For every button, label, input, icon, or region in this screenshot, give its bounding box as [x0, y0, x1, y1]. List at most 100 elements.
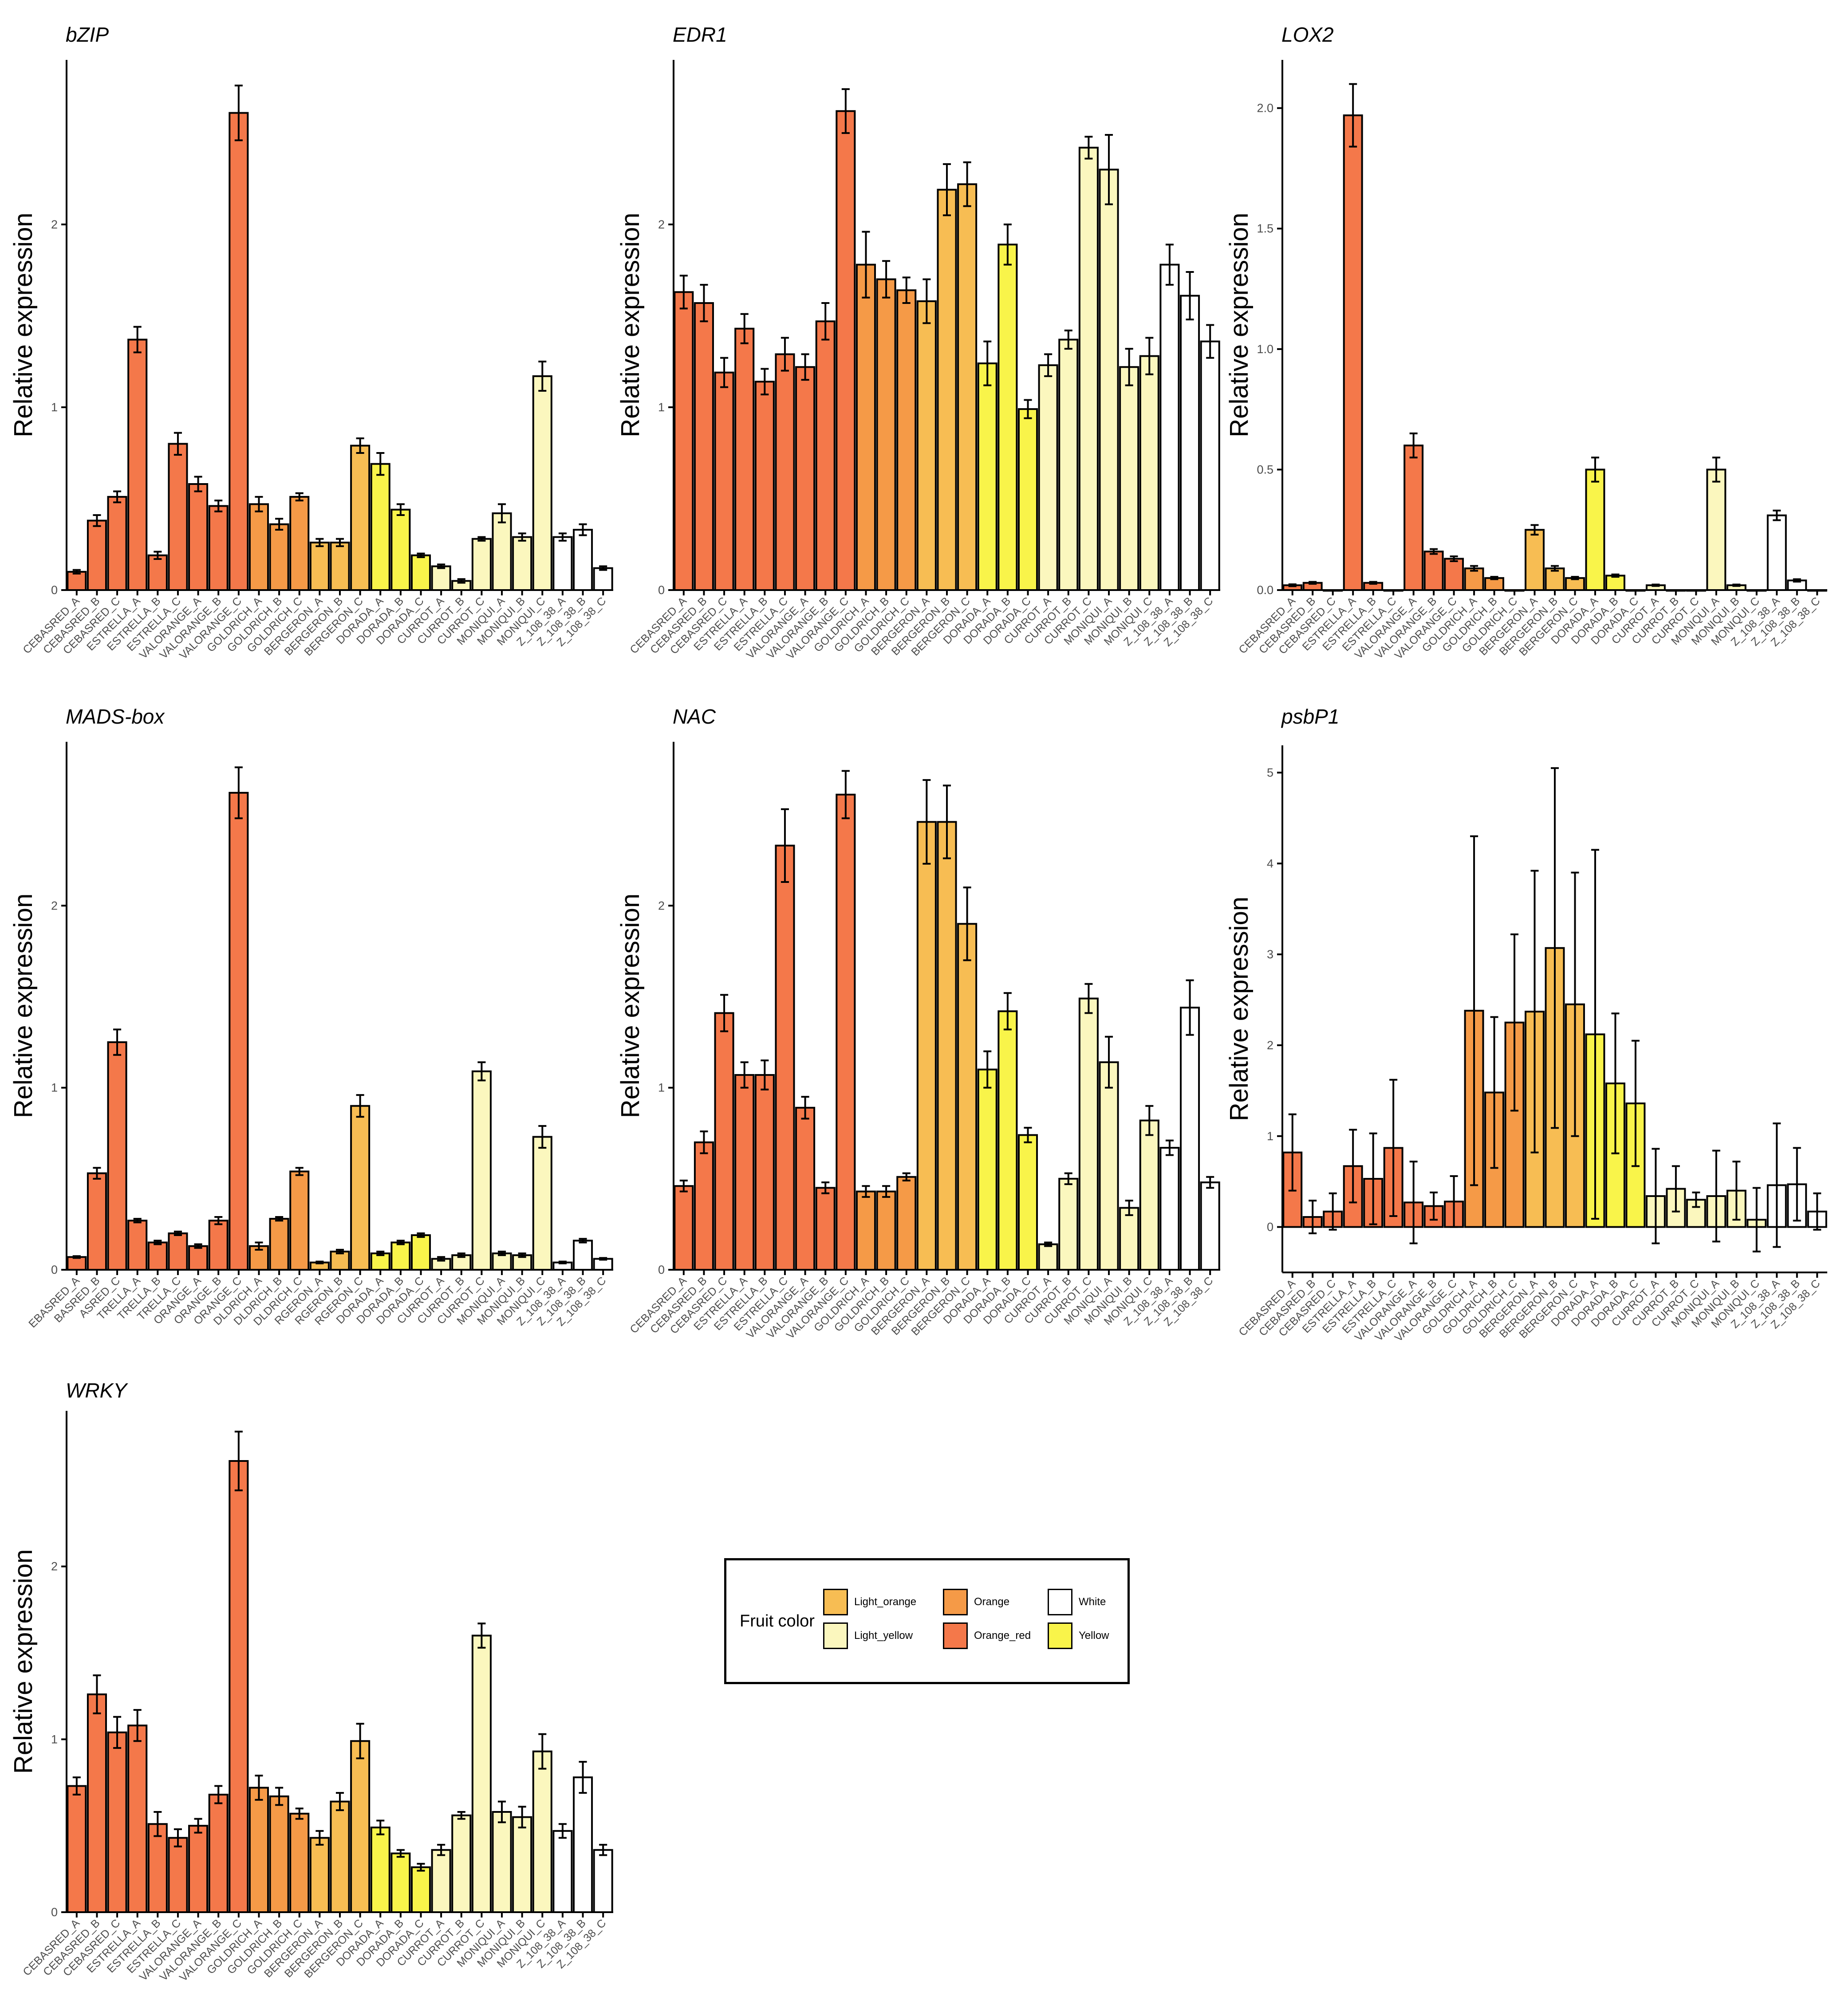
error-bar [477, 536, 486, 542]
bar [350, 445, 371, 591]
bar [512, 536, 532, 591]
error-bar [1409, 1161, 1418, 1244]
error-bar [1571, 576, 1579, 580]
error-bar [173, 1230, 182, 1236]
error-bar [1813, 1192, 1821, 1231]
y-tick-label: 2.0 [1257, 102, 1273, 115]
error-bar [214, 1785, 223, 1804]
y-axis-label: Relative expression [9, 1549, 38, 1774]
error-bar [1773, 509, 1781, 521]
error-bar [133, 1709, 142, 1742]
bar [492, 1252, 512, 1271]
error-bar [477, 1061, 486, 1082]
bar [492, 1811, 512, 1913]
bar [229, 791, 249, 1271]
bar [431, 1849, 451, 1913]
bar [815, 320, 836, 591]
error-bar [154, 551, 162, 560]
bar [896, 289, 917, 591]
error-bar [1389, 1079, 1398, 1217]
error-bar [1329, 1192, 1337, 1231]
bar [208, 505, 229, 591]
legend-swatch [943, 1622, 968, 1649]
y-tick-label: 0.0 [1257, 583, 1273, 597]
bar [107, 1041, 127, 1271]
error-bar [1125, 348, 1133, 386]
bar [573, 1240, 593, 1271]
y-tick-label: 1 [658, 401, 665, 414]
error-bar [1611, 1012, 1620, 1154]
error-bar [173, 1828, 182, 1847]
chart-title: WRKY [66, 1379, 128, 1402]
error-bar [417, 1862, 425, 1872]
error-bar [275, 1216, 284, 1222]
bar [269, 1218, 289, 1271]
bar [289, 1170, 310, 1271]
error-bar [1349, 83, 1357, 148]
error-bar [1631, 1040, 1640, 1167]
bar [471, 538, 492, 591]
bar [208, 1794, 229, 1913]
error-bar [1349, 1129, 1357, 1204]
y-tick-label: 0 [51, 1263, 58, 1276]
error-bar [1369, 1132, 1377, 1225]
error-bar [1470, 565, 1478, 572]
bar [674, 291, 694, 591]
error-bar [1003, 223, 1012, 266]
y-tick-label: 1.0 [1257, 343, 1273, 356]
error-bar [275, 518, 284, 531]
bar [289, 496, 310, 591]
bar [269, 523, 289, 591]
bar [1119, 366, 1139, 591]
error-bar [356, 437, 364, 454]
bar [1403, 445, 1424, 591]
error-bar [579, 1238, 587, 1244]
bar [107, 496, 127, 591]
y-tick-label: 1 [1267, 1130, 1273, 1143]
error-bar [295, 1167, 304, 1176]
error-bar [1793, 1147, 1801, 1222]
error-bar [376, 452, 385, 476]
error-bar [1186, 979, 1194, 1036]
bar [168, 443, 188, 591]
error-bar [740, 1061, 749, 1089]
error-bar [437, 1844, 445, 1856]
error-bar [1145, 337, 1154, 375]
error-bar [437, 1256, 445, 1262]
bar [734, 1074, 755, 1271]
error-bar [72, 1255, 81, 1259]
error-bar [1105, 1036, 1113, 1089]
error-bar [518, 1252, 526, 1258]
chart-title: psbP1 [1281, 705, 1339, 728]
bar [1343, 114, 1363, 591]
bar [674, 1185, 694, 1271]
y-tick-label: 0.5 [1257, 463, 1273, 476]
bar [87, 520, 107, 591]
error-bar [1793, 578, 1801, 583]
error-bar [1084, 136, 1093, 160]
error-bar [922, 278, 931, 324]
error-bar [72, 1776, 81, 1796]
y-tick-label: 4 [1267, 857, 1273, 870]
error-bar [173, 432, 182, 456]
y-tick-label: 2 [51, 218, 58, 231]
bar [1605, 575, 1625, 591]
error-bar [1470, 835, 1478, 1186]
error-bar [1165, 244, 1174, 286]
bar [451, 1814, 472, 1914]
error-bar [1732, 583, 1741, 587]
error-bar [1530, 524, 1539, 536]
y-tick-label: 1 [51, 401, 58, 414]
bar [67, 571, 87, 591]
bar [1423, 551, 1444, 591]
y-tick-label: 1 [51, 1081, 58, 1095]
bar [714, 371, 734, 591]
bar [330, 541, 350, 591]
bar [350, 1105, 371, 1271]
error-bar [1712, 457, 1720, 483]
bar [795, 366, 816, 591]
bar [694, 302, 714, 591]
error-bar [154, 1811, 162, 1837]
